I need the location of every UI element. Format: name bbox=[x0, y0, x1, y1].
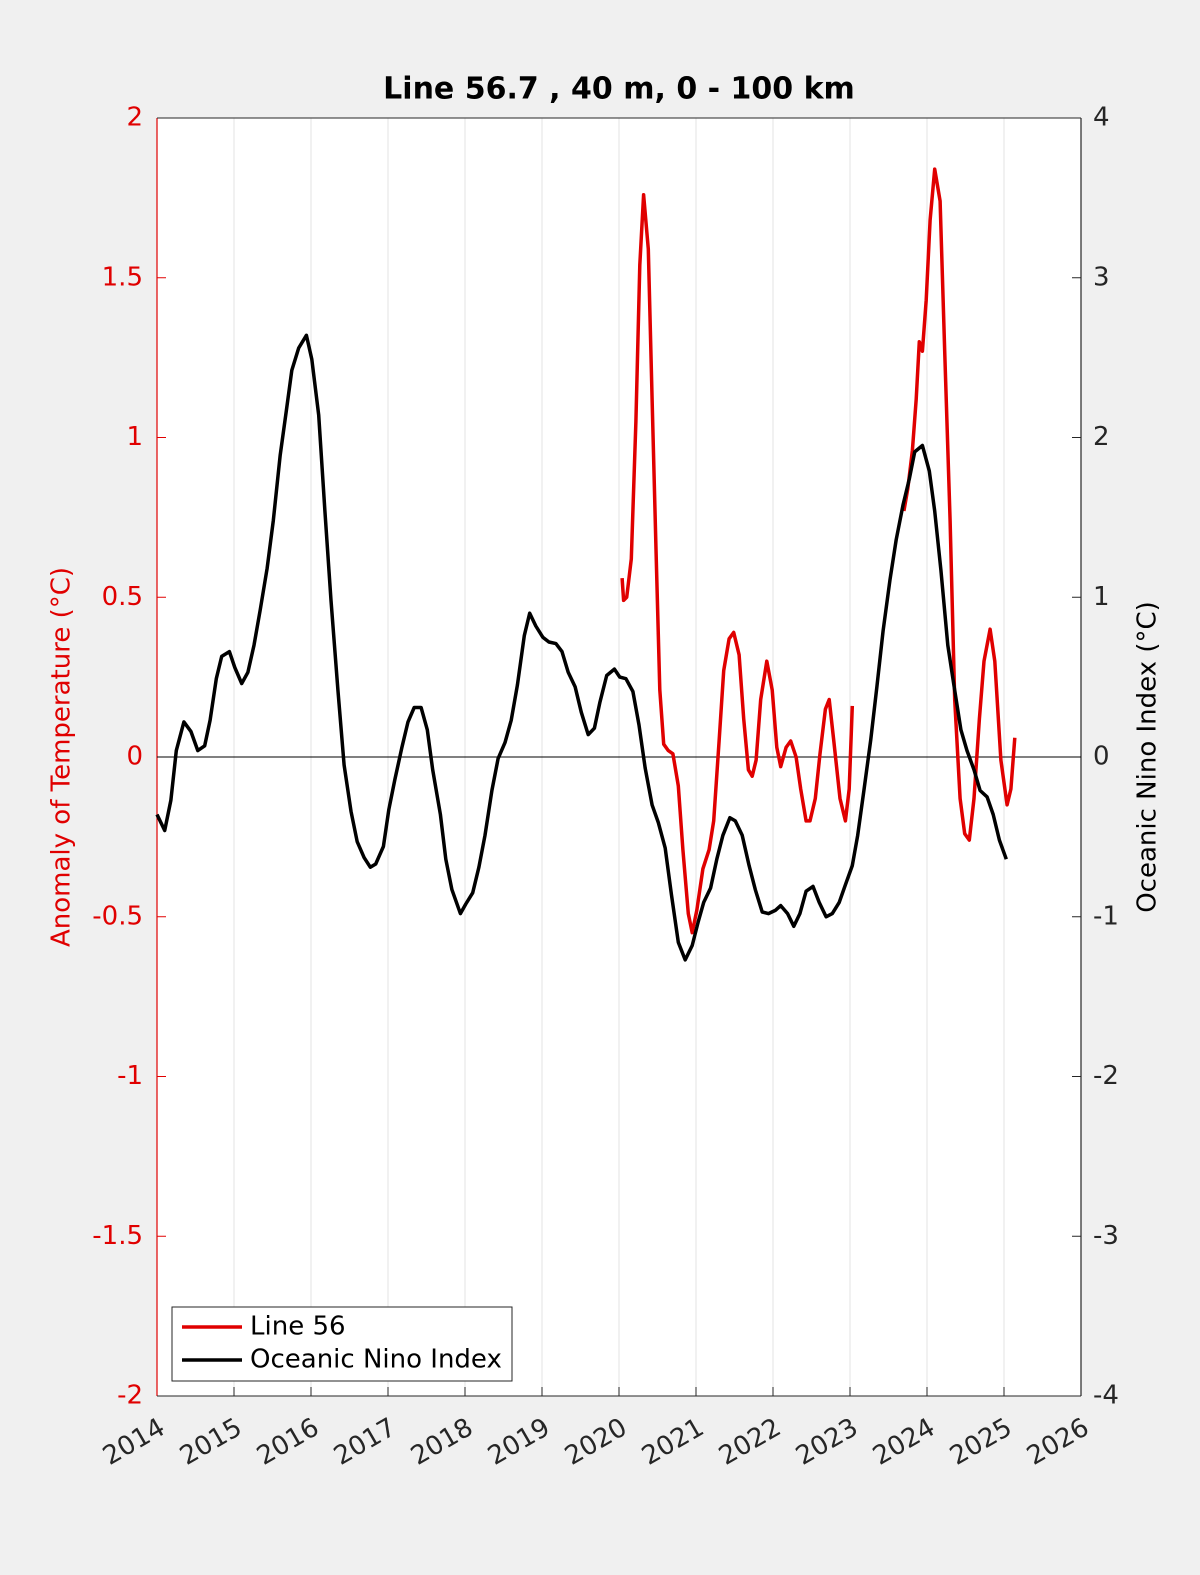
y-tick-label: 0 bbox=[126, 742, 143, 772]
x-tick-label: 2024 bbox=[868, 1413, 940, 1472]
chart-title: Line 56.7 , 40 m, 0 - 100 km bbox=[383, 72, 855, 107]
x-tick-label: 2021 bbox=[637, 1413, 709, 1472]
y2-tick-label: 3 bbox=[1093, 262, 1110, 292]
y-tick-label: -0.5 bbox=[92, 901, 143, 931]
y2-tick-label: 4 bbox=[1093, 103, 1110, 133]
y2-tick-label: 1 bbox=[1093, 582, 1110, 612]
x-tick-label: 2014 bbox=[98, 1413, 170, 1472]
x-tick-label: 2019 bbox=[483, 1413, 555, 1472]
legend-label: Oceanic Nino Index bbox=[250, 1345, 502, 1375]
y2-tick-label: -4 bbox=[1093, 1381, 1119, 1411]
x-tick-label: 2026 bbox=[1022, 1413, 1094, 1472]
y-tick-label: 2 bbox=[126, 103, 143, 133]
y-tick-label: 1 bbox=[126, 422, 143, 452]
x-tick-label: 2025 bbox=[945, 1413, 1017, 1472]
legend-box bbox=[171, 1306, 513, 1382]
y-tick-label: 1.5 bbox=[102, 262, 143, 292]
y2-tick-label: -3 bbox=[1093, 1221, 1119, 1251]
x-tick-label: 2023 bbox=[791, 1413, 863, 1472]
y2-axis-label: Oceanic Nino Index (°C) bbox=[1133, 601, 1163, 913]
y-tick-label: -1 bbox=[117, 1061, 143, 1091]
y-tick-label: -1.5 bbox=[92, 1221, 143, 1251]
x-tick-label: 2022 bbox=[714, 1413, 786, 1472]
x-tick-label: 2015 bbox=[175, 1413, 247, 1472]
y2-tick-label: 2 bbox=[1093, 422, 1110, 452]
y-axis-label: Anomaly of Temperature (°C) bbox=[47, 567, 77, 947]
y-tick-label: -2 bbox=[117, 1381, 143, 1411]
y2-tick-label: -1 bbox=[1093, 901, 1119, 931]
y2-tick-label: 0 bbox=[1093, 742, 1110, 772]
y2-tick-label: -2 bbox=[1093, 1061, 1119, 1091]
legend-label: Line 56 bbox=[250, 1312, 346, 1342]
x-tick-label: 2017 bbox=[329, 1413, 401, 1472]
x-tick-label: 2020 bbox=[560, 1413, 632, 1472]
y-tick-label: 0.5 bbox=[102, 582, 143, 612]
x-tick-label: 2016 bbox=[252, 1413, 324, 1472]
x-tick-label: 2018 bbox=[406, 1413, 478, 1472]
line-series bbox=[155, 333, 1008, 962]
